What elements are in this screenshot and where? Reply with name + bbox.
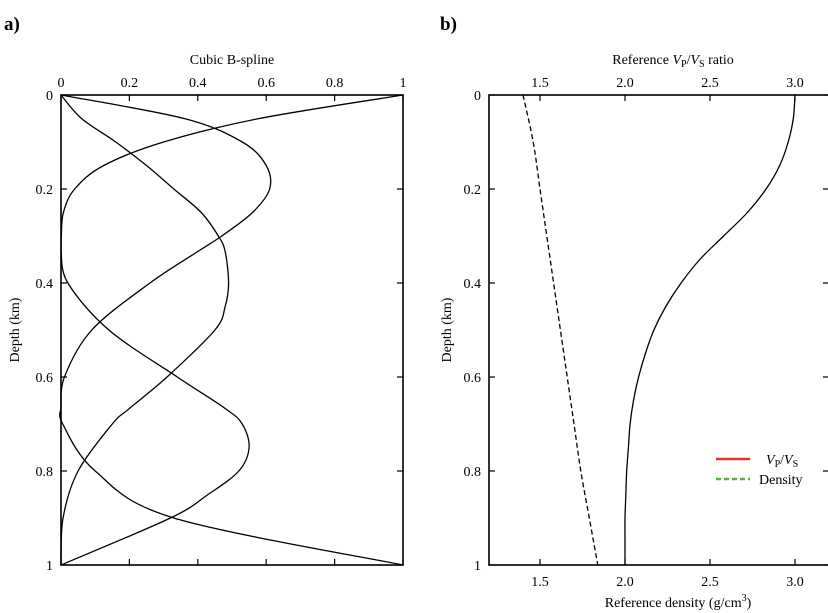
bottom-title-part-0: Reference density (g/cm xyxy=(605,596,742,611)
legend-part-0: V xyxy=(766,453,776,468)
panel-b-y-axis-title: Depth (km) xyxy=(440,297,455,362)
y-tick-label: 0.8 xyxy=(36,465,54,480)
panel-a-y-axis-title: Depth (km) xyxy=(8,297,23,362)
panel-a-frame xyxy=(60,94,404,566)
x-top-tick-label: 0.2 xyxy=(121,76,139,91)
y-tick-label: 0.6 xyxy=(464,371,482,386)
x-top-tick-label: 0.4 xyxy=(189,76,207,91)
y-tick-label: 0 xyxy=(474,89,481,104)
legend-part-3: V xyxy=(784,453,794,468)
y-tick-label: 0.8 xyxy=(464,465,482,480)
y-tick-label: 0.2 xyxy=(464,183,482,198)
series-line-3 xyxy=(60,251,250,566)
x-top-tick-label: 0.8 xyxy=(326,76,344,91)
x-top-tick-label: 2.5 xyxy=(701,76,719,91)
panel-a-label: a) xyxy=(4,14,20,35)
panel-b-top-axis-title: Reference VP/VS ratio xyxy=(612,53,734,70)
x-top-tick-label: 1.5 xyxy=(531,76,549,91)
x-top-tick-label: 0.6 xyxy=(257,76,275,91)
x-bottom-tick-label: 2.0 xyxy=(616,575,634,590)
top-title-part-5: S xyxy=(699,59,705,70)
panel-b-curves xyxy=(522,94,796,566)
panel-b-legend: VP/VS Density xyxy=(716,453,803,488)
panel-b-frame xyxy=(488,94,828,566)
y-tick-label: 0.4 xyxy=(464,277,482,292)
series-line-1 xyxy=(522,94,599,566)
top-title-part-1: V xyxy=(672,53,682,68)
panel-b-label: b) xyxy=(440,14,457,35)
x-top-tick-label: 1 xyxy=(400,76,407,91)
panel-a-curves xyxy=(59,94,404,566)
x-top-tick-label: 0 xyxy=(58,76,65,91)
legend-part-2: / xyxy=(780,453,784,468)
panel-a-ticks: 0 0.2 0.4 0.6 0.8 1 0 0.2 0.4 0.6 0.8 1 xyxy=(36,76,407,574)
bottom-title-part-1: 3 xyxy=(742,593,747,604)
y-tick-label: 0.4 xyxy=(36,277,54,292)
panel-b-ticks: 0 0.2 0.4 0.6 0.8 1 1.5 2.0 2.5 3.0 1.5 2.0 2.5 3.0 xyxy=(464,76,828,590)
y-tick-label: 0 xyxy=(46,89,53,104)
top-title-part-2: P xyxy=(681,59,687,70)
legend-vpvs-label: VP/VS xyxy=(766,453,798,470)
series-line-2 xyxy=(60,94,230,566)
top-title-part-6: ratio xyxy=(705,53,734,68)
top-title-part-4: V xyxy=(690,53,700,68)
legend-part-4: S xyxy=(793,459,799,470)
bottom-title-part-2: ) xyxy=(747,596,752,611)
series-line-1 xyxy=(60,94,272,409)
top-title-part-0: Reference xyxy=(612,53,672,68)
legend-density-label: Density xyxy=(759,473,803,488)
y-tick-label: 0.6 xyxy=(36,371,54,386)
x-bottom-tick-label: 3.0 xyxy=(786,575,804,590)
panel-b-bottom-axis-title: Reference density (g/cm3) xyxy=(605,593,752,611)
series-line-0 xyxy=(624,94,796,566)
y-tick-label: 1 xyxy=(474,559,481,574)
x-bottom-tick-label: 1.5 xyxy=(531,575,549,590)
panel-a-top-axis-title: Cubic B-spline xyxy=(190,53,274,68)
y-tick-label: 1 xyxy=(46,559,53,574)
x-bottom-tick-label: 2.5 xyxy=(701,575,719,590)
series-line-4 xyxy=(59,408,404,566)
panel-a-cubic-bspline: a) Cubic B-spline Depth (km) 00.20.40.60… xyxy=(4,14,407,574)
top-title-part-3: / xyxy=(687,53,691,68)
panel-b-reference-profiles: b) Reference VP/VS ratio Reference densi… xyxy=(440,14,828,611)
legend-part-1: P xyxy=(775,459,781,470)
x-top-tick-label: 2.0 xyxy=(616,76,634,91)
y-tick-label: 0.2 xyxy=(36,183,54,198)
x-top-tick-label: 3.0 xyxy=(786,76,804,91)
